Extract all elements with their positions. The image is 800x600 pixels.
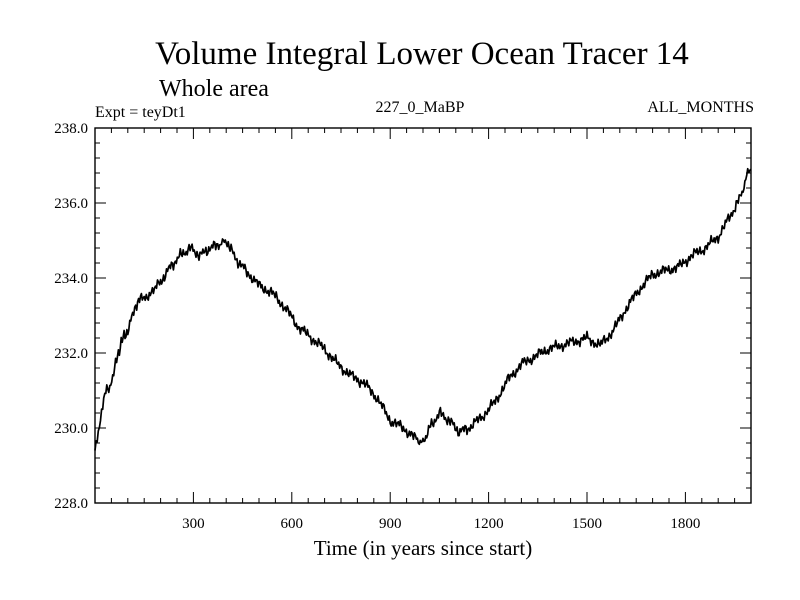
y-tick-label: 234.0 xyxy=(54,271,88,287)
center-label: 227_0_MaBP xyxy=(376,99,465,116)
series-line xyxy=(94,167,752,451)
x-tick-label: 300 xyxy=(182,516,205,532)
y-tick-label: 232.0 xyxy=(54,346,88,362)
chart-title: Volume Integral Lower Ocean Tracer 14 xyxy=(155,36,689,72)
y-tick-label: 236.0 xyxy=(54,196,88,212)
right-label: ALL_MONTHS xyxy=(647,99,754,116)
y-axis: 228.0 230.0 232.0 234.0 236.0 238.0 xyxy=(54,121,751,512)
plot-frame xyxy=(94,127,752,504)
chart-subtitle: Whole area xyxy=(159,76,269,102)
series-layer xyxy=(94,167,752,451)
x-tick-label: 600 xyxy=(281,516,304,532)
x-axis: 300 600 900 1200 1500 1800 xyxy=(110,128,736,532)
y-tick-label: 230.0 xyxy=(54,421,88,437)
x-tick-label: 900 xyxy=(379,516,402,532)
y-tick-label: 228.0 xyxy=(54,496,88,512)
x-tick-label: 1800 xyxy=(670,516,700,532)
y-tick-label: 238.0 xyxy=(54,121,88,137)
x-tick-label: 1500 xyxy=(572,516,602,532)
x-tick-label: 1200 xyxy=(474,516,504,532)
x-axis-label: Time (in years since start) xyxy=(314,536,533,560)
experiment-label: Expt = teyDt1 xyxy=(95,104,186,121)
